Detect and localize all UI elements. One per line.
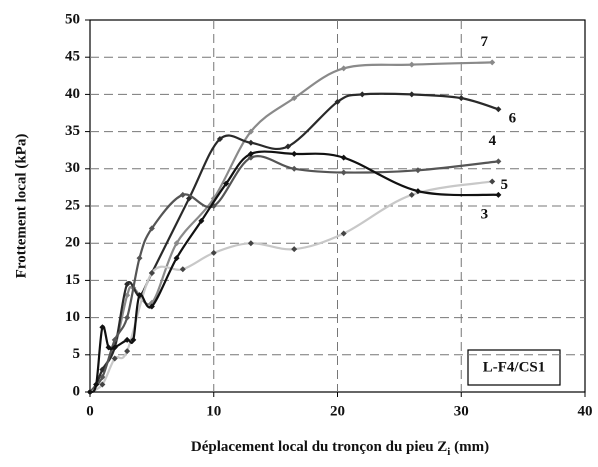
- data-point: [124, 336, 131, 343]
- y-tick-label: 20: [65, 235, 80, 251]
- data-point: [489, 178, 496, 185]
- data-point: [173, 240, 180, 247]
- x-axis-label-tail: (mm): [450, 439, 489, 455]
- data-point: [173, 255, 180, 262]
- data-point: [93, 381, 100, 388]
- data-point: [179, 266, 186, 273]
- data-point: [340, 154, 347, 161]
- data-point: [247, 150, 254, 157]
- data-point: [247, 154, 254, 161]
- data-point: [124, 281, 131, 288]
- series-label: 4: [489, 133, 497, 149]
- data-point: [291, 95, 298, 102]
- data-point: [148, 225, 155, 232]
- data-point: [408, 61, 415, 68]
- series-label: 5: [500, 177, 508, 193]
- data-point: [408, 191, 415, 198]
- data-point: [136, 292, 143, 299]
- data-point: [216, 136, 223, 143]
- x-tick-label: 20: [330, 403, 345, 419]
- data-point: [334, 98, 341, 105]
- series-label: 7: [480, 34, 488, 50]
- data-point: [291, 150, 298, 157]
- data-point: [148, 269, 155, 276]
- y-tick-label: 10: [65, 309, 80, 325]
- data-point: [359, 91, 366, 98]
- data-point: [99, 324, 106, 331]
- annotation: L-F4/CS1: [483, 359, 546, 375]
- x-axis-label-subscript: i: [447, 446, 450, 458]
- data-point: [408, 91, 415, 98]
- y-tick-label: 25: [65, 197, 80, 213]
- data-point: [340, 65, 347, 72]
- y-tick-label: 40: [65, 86, 80, 102]
- x-tick-label: 0: [86, 403, 94, 419]
- x-tick-label: 10: [206, 403, 221, 419]
- data-point: [495, 158, 502, 165]
- data-point: [87, 389, 93, 395]
- data-point: [124, 314, 131, 321]
- data-point: [414, 167, 421, 174]
- data-point: [136, 255, 143, 262]
- data-point: [105, 344, 112, 351]
- data-point: [111, 355, 118, 362]
- data-point: [414, 188, 421, 195]
- data-point: [124, 348, 131, 355]
- series-label: 6: [509, 111, 517, 127]
- x-axis-label: Déplacement local du tronçon du pieu Zi …: [191, 439, 489, 457]
- series-line: [89, 150, 499, 394]
- data-point: [285, 143, 291, 150]
- data-point: [148, 303, 155, 310]
- data-point: [340, 230, 347, 237]
- y-tick-label: 35: [65, 123, 80, 139]
- data-point: [111, 336, 118, 343]
- series-label: 3: [481, 206, 489, 222]
- data-point: [458, 95, 465, 102]
- data-point: [210, 249, 217, 256]
- data-point: [340, 169, 347, 176]
- data-point: [495, 191, 502, 198]
- data-point: [247, 240, 254, 247]
- data-point: [291, 165, 298, 172]
- x-tick-label: 30: [454, 403, 469, 419]
- data-point: [291, 246, 298, 253]
- data-point: [198, 217, 205, 224]
- data-point: [223, 180, 230, 187]
- y-tick-label: 5: [73, 346, 81, 362]
- data-point: [495, 106, 502, 113]
- y-axis-label: Frottement local (kPa): [13, 134, 29, 279]
- data-point: [247, 128, 254, 135]
- series-line: [89, 180, 493, 393]
- data-point: [179, 191, 186, 198]
- data-point: [99, 374, 106, 381]
- x-tick-label: 40: [578, 403, 593, 419]
- data-point: [247, 139, 254, 146]
- y-tick-label: 50: [65, 11, 80, 27]
- data-point: [99, 381, 106, 388]
- y-tick-label: 30: [65, 160, 80, 176]
- data-point: [111, 344, 118, 351]
- y-tick-label: 45: [65, 49, 80, 65]
- x-axis-label-text: Déplacement local du tronçon du pieu Z: [191, 439, 447, 455]
- data-point: [130, 336, 137, 343]
- data-point: [489, 59, 496, 66]
- y-tick-label: 0: [73, 383, 81, 399]
- annotation-box: [467, 349, 561, 386]
- y-tick-label: 15: [65, 272, 80, 288]
